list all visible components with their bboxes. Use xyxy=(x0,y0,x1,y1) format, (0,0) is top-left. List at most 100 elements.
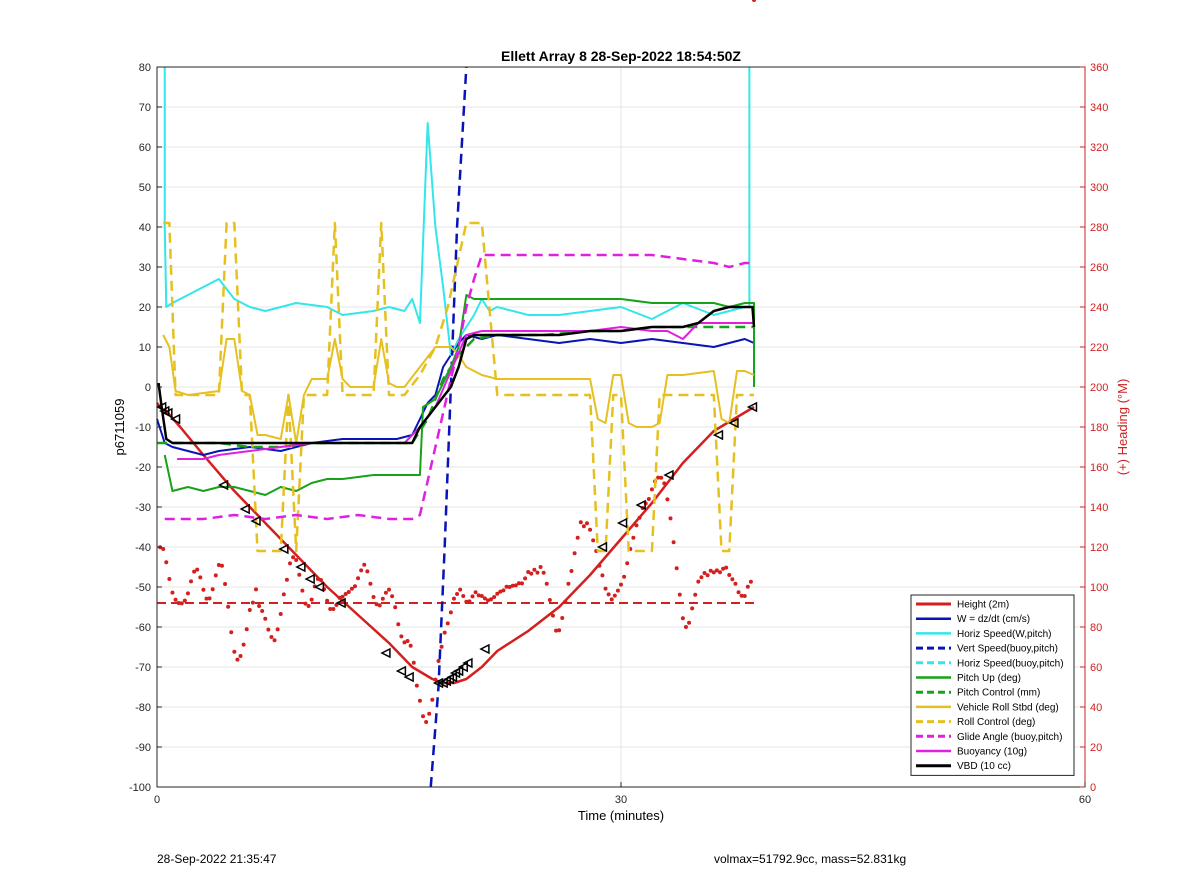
heading-point xyxy=(696,579,701,584)
heading-point xyxy=(702,571,707,575)
heading-point xyxy=(572,551,577,556)
heading-point xyxy=(495,591,500,596)
heading-point xyxy=(547,598,552,602)
y-tick-label-left: -70 xyxy=(135,662,151,674)
y-tick-label-left: -100 xyxy=(129,782,151,794)
heading-point xyxy=(167,577,172,581)
heading-point xyxy=(609,597,614,602)
y-axis-label-right: (+) Heading (°M) xyxy=(1115,379,1130,476)
heading-point xyxy=(192,569,197,574)
y-tick-label-right: 280 xyxy=(1090,222,1108,234)
heading-point xyxy=(365,569,370,574)
height-marker xyxy=(479,643,490,655)
height-marker xyxy=(304,573,315,585)
heading-point xyxy=(402,640,407,645)
heading-point xyxy=(523,576,528,581)
heading-point xyxy=(467,599,472,604)
heading-point xyxy=(198,575,203,580)
y-tick-label-left: -40 xyxy=(135,542,151,554)
y-tick-label-right: 60 xyxy=(1090,662,1102,674)
heading-point xyxy=(557,628,562,633)
heading-point xyxy=(383,590,388,595)
heading-point xyxy=(541,570,546,575)
heading-point xyxy=(272,638,277,643)
y-tick-label-left: 50 xyxy=(139,182,151,194)
heading-point xyxy=(229,630,234,635)
legend-label: Buoyancy (10g) xyxy=(957,747,1027,758)
height-marker xyxy=(395,665,407,677)
y-tick-label-right: 360 xyxy=(1090,62,1108,74)
heading-point xyxy=(717,570,722,575)
heading-point xyxy=(693,592,698,597)
heading-point xyxy=(297,572,302,577)
x-tick-label: 0 xyxy=(154,794,160,806)
heading-point xyxy=(513,583,518,588)
heading-point xyxy=(427,711,432,716)
heading-point xyxy=(485,598,490,603)
heading-point xyxy=(195,567,200,572)
heading-point xyxy=(677,592,682,597)
heading-point xyxy=(501,588,506,593)
heading-point xyxy=(714,568,719,573)
heading-point xyxy=(445,621,450,626)
series-line-roll-control-deg xyxy=(163,221,755,553)
legend-label: Roll Control (deg) xyxy=(957,717,1035,728)
y-tick-label-left: -90 xyxy=(135,742,151,754)
y-tick-label-right: 160 xyxy=(1090,462,1108,474)
height-marker xyxy=(452,665,464,677)
heading-point xyxy=(173,597,178,602)
heading-point xyxy=(306,604,311,608)
heading-point xyxy=(374,602,379,607)
height-marker xyxy=(335,597,346,609)
legend: Height (2m) W = dz/dt (cm/s) Horiz Speed(W… xyxy=(910,594,1075,776)
y-tick-label-right: 20 xyxy=(1090,742,1102,754)
height-marker xyxy=(403,671,414,683)
heading-point xyxy=(448,610,453,615)
heading-point xyxy=(603,586,608,591)
heading-point xyxy=(507,585,512,589)
heading-point xyxy=(668,516,673,521)
legend-label: VBD (10 cc) xyxy=(957,761,1011,772)
heading-point xyxy=(742,594,747,598)
heading-point xyxy=(223,582,228,586)
heading-point xyxy=(226,604,231,609)
heading-point xyxy=(250,600,255,605)
heading-point xyxy=(417,698,422,703)
heading-point xyxy=(615,588,620,593)
heading-point xyxy=(352,584,357,589)
heading-point xyxy=(170,590,175,595)
heading-point xyxy=(560,616,565,620)
heading-point xyxy=(257,604,262,608)
chart-title: Ellett Array 8 28-Sep-2022 18:54:50Z xyxy=(501,48,741,64)
heading-point xyxy=(578,520,583,525)
heading-point xyxy=(451,596,456,601)
heading-point xyxy=(739,593,744,598)
heading-point xyxy=(470,594,475,599)
heading-point xyxy=(631,535,636,540)
heading-point xyxy=(368,581,373,586)
heading-point xyxy=(690,606,695,611)
heading-point xyxy=(442,630,447,635)
legend-label: Glide Angle (buoy,pitch) xyxy=(957,732,1062,743)
series-line-vbd-10-cc xyxy=(157,305,756,445)
heading-point xyxy=(520,581,525,586)
height-marker xyxy=(250,515,261,527)
heading-point xyxy=(687,620,692,625)
y-tick-label-left: -20 xyxy=(135,462,151,474)
heading-point xyxy=(736,590,741,595)
heading-point xyxy=(705,573,710,578)
heading-point xyxy=(260,609,265,613)
height-marker xyxy=(295,561,306,573)
heading-point xyxy=(380,596,385,601)
height-marker xyxy=(155,401,167,413)
heading-point xyxy=(213,573,218,578)
heading-point xyxy=(492,595,497,599)
heading-point xyxy=(671,540,676,545)
y-tick-label-left: 40 xyxy=(139,222,151,234)
heading-point xyxy=(421,714,426,719)
heading-point xyxy=(244,627,249,632)
y-tick-label-right: 320 xyxy=(1090,142,1108,154)
heading-point xyxy=(566,581,571,586)
heading-point xyxy=(458,587,463,592)
heading-point xyxy=(414,683,419,688)
